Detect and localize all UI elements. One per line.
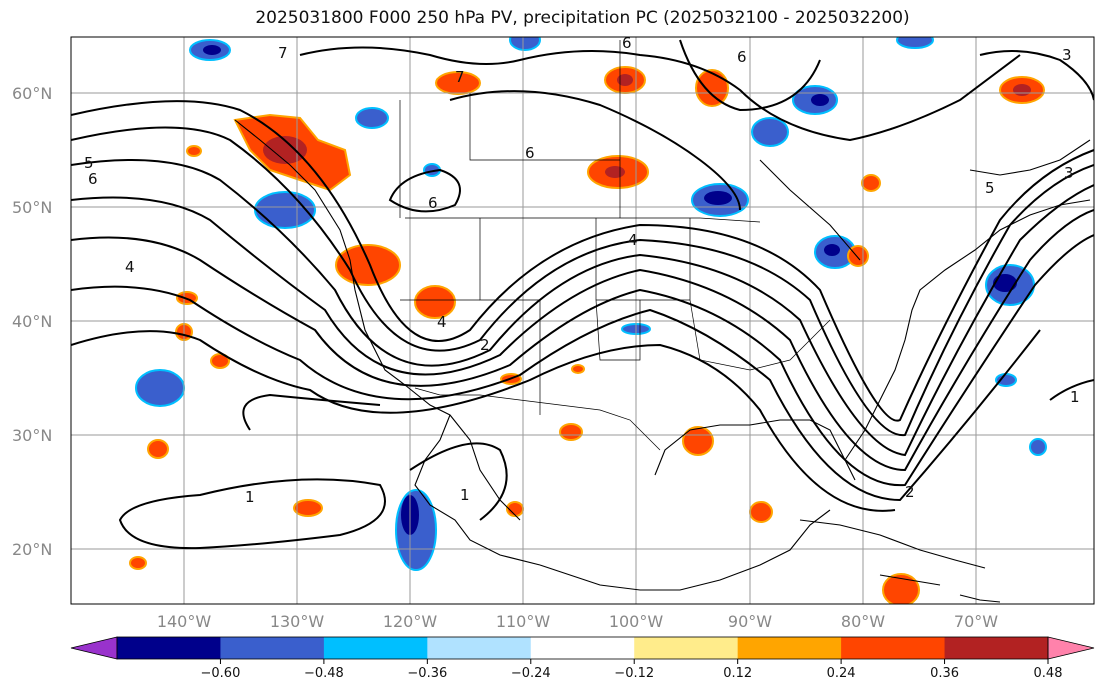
colorbar: −0.60 −0.48 −0.36 −0.24 −0.12 0.12 0.24 0.36 0.4… bbox=[70, 636, 1095, 681]
precip-neg-area bbox=[355, 107, 389, 129]
lon-label: 110°W bbox=[496, 612, 551, 631]
precip-shading bbox=[129, 37, 1047, 604]
precip-neg-area bbox=[509, 37, 541, 51]
colorbar-box bbox=[737, 637, 842, 659]
lat-label: 60°N bbox=[12, 84, 52, 103]
colorbar-tick-label: −0.48 bbox=[304, 666, 344, 681]
graticule bbox=[71, 37, 1094, 604]
contour-label: 1 bbox=[1070, 388, 1080, 406]
precip-neg-area bbox=[135, 369, 185, 407]
colorbar-tick-label: −0.60 bbox=[201, 666, 241, 681]
precip-pos-area bbox=[435, 71, 481, 95]
colorbar-tick-label: −0.12 bbox=[614, 666, 654, 681]
contour-labels: 7 6 6 5 6 4 4 4 2 3 1 1 1 6 7 6 5 2 3 bbox=[84, 34, 1080, 506]
lon-label: 120°W bbox=[383, 612, 438, 631]
colorbar-extend-high bbox=[1047, 636, 1095, 660]
contour-label: 6 bbox=[737, 48, 747, 66]
lon-label: 130°W bbox=[270, 612, 325, 631]
colorbar-box bbox=[220, 637, 325, 659]
precip-neg-area bbox=[1029, 438, 1047, 456]
precip-pos-area bbox=[682, 426, 714, 456]
coastlines bbox=[234, 119, 1091, 603]
precip-pos-area bbox=[882, 573, 920, 604]
precip-pos-area bbox=[571, 364, 585, 374]
lat-label: 40°N bbox=[12, 312, 52, 331]
contour-label: 6 bbox=[525, 144, 535, 162]
colorbar-box bbox=[634, 637, 739, 659]
contour-label: 6 bbox=[88, 170, 98, 188]
colorbar-tick-label: 0.24 bbox=[827, 666, 856, 681]
precip-pos-area bbox=[861, 174, 881, 192]
precip-pos-area bbox=[749, 501, 773, 523]
precip-neg-area bbox=[254, 191, 316, 229]
precip-neg-area bbox=[896, 37, 934, 49]
lat-label: 20°N bbox=[12, 540, 52, 559]
contour-label: 2 bbox=[480, 336, 490, 354]
precip-pos-area bbox=[559, 423, 583, 441]
colorbar-tick-label: −0.24 bbox=[511, 666, 551, 681]
contour-label: 6 bbox=[428, 194, 438, 212]
lat-label: 50°N bbox=[12, 198, 52, 217]
colorbar-box bbox=[944, 637, 1049, 659]
colorbar-box bbox=[427, 637, 532, 659]
lon-label: 140°W bbox=[157, 612, 212, 631]
lon-label: 90°W bbox=[728, 612, 772, 631]
precip-pos-area bbox=[210, 353, 230, 369]
lat-label: 30°N bbox=[12, 426, 52, 445]
contour-label: 5 bbox=[985, 179, 995, 197]
colorbar-tick-label: 0.48 bbox=[1034, 666, 1063, 681]
contour-label: 7 bbox=[278, 44, 288, 62]
contour-label: 4 bbox=[628, 231, 638, 249]
lon-label: 70°W bbox=[954, 612, 998, 631]
colorbar-box bbox=[323, 637, 428, 659]
precip-pos-area bbox=[695, 69, 729, 107]
contour-label: 2 bbox=[905, 483, 915, 501]
contour-label: 6 bbox=[622, 34, 632, 52]
contour-label: 5 bbox=[84, 154, 94, 172]
colorbar-box bbox=[530, 637, 635, 659]
colorbar-tick-label: −0.36 bbox=[407, 666, 447, 681]
lon-label: 100°W bbox=[609, 612, 664, 631]
contour-label: 4 bbox=[125, 258, 135, 276]
lon-label: 80°W bbox=[841, 612, 885, 631]
lat-labels: 60°N 50°N 40°N 30°N 20°N bbox=[12, 84, 52, 559]
contour-label: 1 bbox=[245, 488, 255, 506]
contour-label: 1 bbox=[460, 486, 470, 504]
contour-label: 3 bbox=[1062, 46, 1072, 64]
precip-neg-area bbox=[995, 373, 1017, 387]
precip-pos-area bbox=[293, 499, 323, 517]
map-frame bbox=[70, 36, 1095, 605]
precip-pos-area bbox=[414, 285, 456, 319]
colorbar-extend-low bbox=[70, 636, 118, 660]
precip-pos-area bbox=[147, 439, 169, 459]
contour-label: 3 bbox=[1064, 164, 1074, 182]
precip-pos-area bbox=[129, 556, 147, 570]
political-borders bbox=[399, 40, 831, 451]
precip-pos-area bbox=[186, 145, 202, 157]
map-title: 2025031800 F000 250 hPa PV, precipitatio… bbox=[255, 8, 910, 28]
pv-contours bbox=[71, 39, 1094, 550]
lon-labels: 140°W 130°W 120°W 110°W 100°W 90°W 80°W … bbox=[157, 612, 998, 631]
colorbar-tick-label: 0.12 bbox=[723, 666, 752, 681]
precip-neg-area bbox=[751, 117, 789, 147]
contour-label: 4 bbox=[437, 313, 447, 331]
colorbar-box bbox=[117, 637, 221, 659]
colorbar-box bbox=[841, 637, 946, 659]
precip-pos-area bbox=[335, 244, 401, 286]
contour-label: 7 bbox=[455, 68, 465, 86]
colorbar-tick-label: 0.36 bbox=[930, 666, 959, 681]
